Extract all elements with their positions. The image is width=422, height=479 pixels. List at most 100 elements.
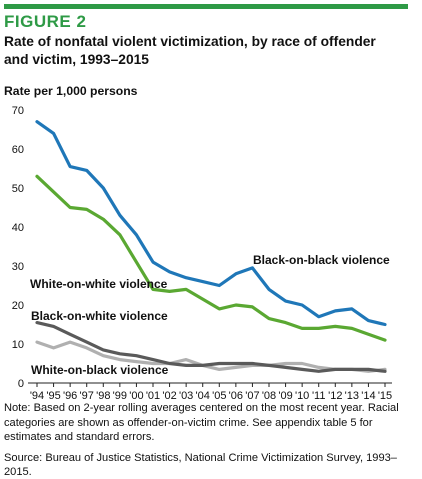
- data-point: [102, 349, 104, 351]
- data-point: [185, 364, 187, 366]
- x-tick-label: '11: [312, 390, 326, 402]
- data-point: [185, 277, 187, 279]
- series-line-black-on-white-violence: [35, 321, 387, 373]
- data-point: [119, 234, 121, 236]
- chart-source: Source: Bureau of Justice Statistics, Na…: [4, 452, 397, 478]
- data-point: [251, 364, 253, 366]
- x-tick-label: '98: [96, 390, 110, 402]
- data-point: [251, 363, 253, 364]
- data-point: [202, 298, 204, 300]
- data-point: [351, 368, 353, 370]
- data-point: [135, 234, 137, 236]
- series-label-white-on-white-violence: White-on-white violence: [30, 277, 168, 291]
- data-point: [218, 368, 220, 370]
- data-point: [152, 359, 154, 361]
- figure-label: FIGURE 2: [4, 12, 87, 31]
- data-point: [301, 327, 303, 329]
- data-point: [301, 363, 303, 364]
- y-tick-label: 50: [12, 183, 24, 195]
- x-tick-label: '14: [361, 390, 375, 402]
- data-point: [185, 359, 187, 361]
- data-point: [318, 327, 320, 329]
- data-point: [53, 347, 55, 349]
- data-point: [152, 261, 154, 263]
- data-point: [218, 285, 220, 286]
- data-point: [36, 121, 38, 123]
- y-tick-label: 60: [12, 144, 24, 156]
- data-point: [102, 187, 104, 189]
- data-point: [235, 363, 237, 364]
- data-point: [102, 218, 104, 220]
- chart-title: Rate of nonfatal violent victimization, …: [4, 34, 376, 67]
- data-point: [268, 318, 270, 320]
- data-point: [135, 361, 137, 363]
- x-tick-label: '06: [229, 390, 243, 402]
- data-point: [367, 333, 369, 335]
- data-point: [218, 308, 220, 310]
- y-tick-label: 40: [12, 222, 24, 234]
- data-point: [285, 300, 287, 302]
- chart-note: Note: Based on 2-year rolling averages c…: [4, 402, 399, 444]
- x-tick-label: '07: [245, 390, 259, 402]
- data-point: [86, 169, 88, 171]
- data-point: [135, 355, 137, 357]
- data-point: [86, 341, 88, 343]
- x-tick-label: '12: [328, 390, 342, 402]
- data-point: [119, 359, 121, 361]
- x-tick-label: '08: [262, 390, 276, 402]
- data-point: [102, 355, 104, 357]
- data-point: [69, 207, 71, 208]
- data-point: [169, 363, 171, 364]
- x-tick-label: '05: [212, 390, 226, 402]
- data-point: [318, 316, 320, 318]
- data-point: [318, 366, 320, 368]
- data-point: [69, 341, 71, 343]
- data-point: [384, 368, 386, 370]
- x-tick-label: '15: [378, 390, 392, 402]
- data-point: [367, 320, 369, 322]
- data-point: [53, 191, 55, 193]
- series-label-black-on-black-violence: Black-on-black violence: [253, 253, 390, 267]
- series-label-white-on-black-violence: White-on-black violence: [31, 363, 169, 377]
- series-line-white-on-white-violence: [35, 174, 387, 342]
- data-point: [235, 366, 237, 368]
- x-tick-label: '01: [146, 390, 160, 402]
- data-point: [235, 273, 237, 275]
- x-tick-label: '99: [113, 390, 127, 402]
- data-point: [334, 325, 336, 327]
- x-tick-label: '02: [162, 390, 176, 402]
- data-point: [384, 370, 386, 372]
- x-tick-label: '04: [196, 390, 210, 402]
- y-tick-label: 10: [12, 339, 24, 351]
- data-point: [119, 214, 121, 216]
- x-tick-label: '96: [63, 390, 77, 402]
- y-tick-label: 0: [18, 378, 24, 390]
- data-point: [268, 364, 270, 366]
- data-point: [202, 364, 204, 366]
- data-point: [86, 347, 88, 349]
- data-point: [169, 290, 171, 292]
- y-tick-label: 20: [12, 300, 24, 312]
- data-point: [235, 304, 237, 306]
- data-point: [202, 281, 204, 283]
- data-point: [384, 339, 386, 341]
- data-point: [301, 304, 303, 306]
- data-point: [119, 353, 121, 355]
- y-tick-label: 70: [12, 105, 24, 117]
- x-tick-label: '97: [80, 390, 94, 402]
- data-point: [36, 322, 38, 324]
- data-point: [69, 333, 71, 335]
- series-label-black-on-white-violence: Black-on-white violence: [31, 309, 168, 323]
- data-point: [251, 306, 253, 308]
- data-point: [169, 271, 171, 273]
- x-tick-label: '09: [278, 390, 292, 402]
- data-point: [285, 363, 287, 364]
- data-point: [367, 368, 369, 370]
- data-point: [185, 288, 187, 290]
- data-point: [285, 322, 287, 324]
- data-point: [251, 267, 253, 269]
- data-point: [351, 308, 353, 310]
- x-tick-label: '03: [179, 390, 193, 402]
- data-point: [69, 166, 71, 168]
- y-axis-label: Rate per 1,000 persons: [4, 84, 138, 98]
